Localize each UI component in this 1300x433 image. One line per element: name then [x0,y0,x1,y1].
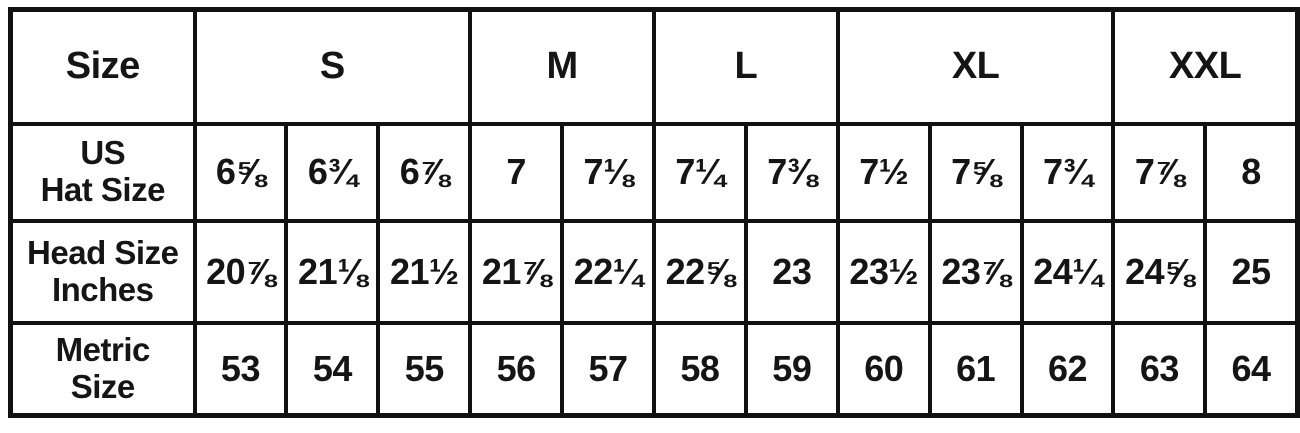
head-size-inches-value: 25 [1203,218,1300,325]
head-size-inches-value: 21½ [376,218,473,325]
us-hat-size-value: 6⅝ [192,121,289,223]
metric-size-label-line2: Size [70,367,136,405]
group-header-xl: XL [835,7,1116,126]
metric-size-row: Metric Size 53 54 55 56 57 58 59 60 61 6… [8,320,1300,418]
head-size-inches-value: 24⅝ [1111,218,1208,325]
head-size-inches-label-line2: Inches [51,270,154,308]
metric-size-value: 53 [192,320,289,418]
group-header-m: M [468,7,656,126]
head-size-inches-label: Head Size Inches [8,218,197,325]
group-header-s: S [192,7,473,126]
us-hat-size-value: 7⅞ [1111,121,1208,223]
head-size-inches-value: 23⅞ [927,218,1024,325]
metric-size-value: 60 [835,320,932,418]
head-size-inches-value: 20⅞ [192,218,289,325]
us-hat-size-label-line1: US [80,134,126,172]
head-size-inches-value: 21⅞ [468,218,565,325]
us-hat-size-value: 7⅝ [927,121,1024,223]
group-header-xxl: XXL [1111,7,1300,126]
us-hat-size-value: 7¼ [651,121,748,223]
metric-size-value: 62 [1019,320,1116,418]
head-size-inches-value: 21⅛ [284,218,381,325]
size-group-row: Size S M L XL XXL [8,7,1300,126]
head-size-inches-value: 22⅝ [651,218,748,325]
us-hat-size-value: 7 [468,121,565,223]
metric-size-label-line1: Metric [55,330,151,368]
us-hat-size-row: US Hat Size 6⅝ 6¾ 6⅞ 7 7⅛ 7¼ 7⅜ 7½ 7⅝ 7¾… [8,121,1300,223]
metric-size-value: 64 [1203,320,1300,418]
us-hat-size-value: 7⅜ [743,121,840,223]
metric-size-value: 63 [1111,320,1208,418]
us-hat-size-value: 7¾ [1019,121,1116,223]
group-header-l: L [651,7,840,126]
head-size-inches-value: 22¼ [560,218,656,325]
metric-size-value: 55 [376,320,473,418]
metric-size-value: 57 [560,320,656,418]
size-conversion-table: Size S M L XL XXL US Hat Size 6⅝ 6¾ 6⅞ 7… [8,7,1300,418]
hat-size-chart: Size S M L XL XXL US Hat Size 6⅝ 6¾ 6⅞ 7… [8,7,1300,418]
head-size-inches-value: 24¼ [1019,218,1116,325]
us-hat-size-value: 6¾ [284,121,381,223]
head-size-inches-value: 23½ [835,218,932,325]
us-hat-size-value: 7⅛ [560,121,656,223]
us-hat-size-label: US Hat Size [8,121,197,223]
metric-size-value: 61 [927,320,1024,418]
head-size-inches-value: 23 [743,218,840,325]
head-size-inches-label-line1: Head Size [27,233,179,271]
us-hat-size-value: 8 [1203,121,1300,223]
metric-size-label: Metric Size [8,320,197,418]
head-size-inches-row: Head Size Inches 20⅞ 21⅛ 21½ 21⅞ 22¼ 22⅝… [8,218,1300,325]
us-hat-size-label-line2: Hat Size [40,171,166,208]
metric-size-value: 54 [284,320,381,418]
us-hat-size-value: 6⅞ [376,121,473,223]
metric-size-value: 59 [743,320,840,418]
us-hat-size-value: 7½ [835,121,932,223]
metric-size-value: 58 [651,320,748,418]
size-header-cell: Size [8,7,197,126]
metric-size-value: 56 [468,320,565,418]
